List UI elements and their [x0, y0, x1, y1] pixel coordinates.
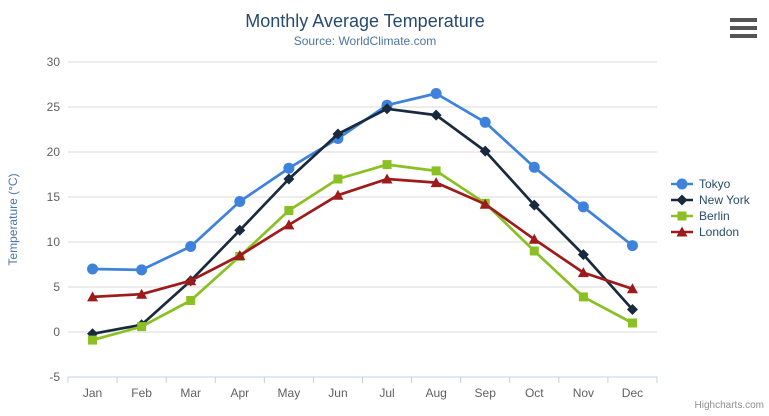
- series-point-tokyo[interactable]: [626, 240, 638, 252]
- series-point-berlin[interactable]: [88, 335, 98, 345]
- legend-label: London: [699, 225, 740, 239]
- legend-item-london[interactable]: London: [670, 224, 750, 240]
- hamburger-icon: [730, 18, 757, 22]
- chart-title: Monthly Average Temperature: [245, 11, 485, 31]
- y-axis-title: Temperature (°C): [6, 173, 20, 265]
- series-point-berlin[interactable]: [529, 246, 539, 256]
- series-line-london: [91, 177, 634, 299]
- series-point-london[interactable]: [577, 267, 589, 278]
- series-point-tokyo[interactable]: [87, 263, 99, 275]
- y-axis-label: 30: [47, 55, 61, 69]
- legend-label: Berlin: [699, 209, 730, 223]
- x-axis-label: Jan: [83, 386, 102, 400]
- series-point-new-york[interactable]: [577, 249, 589, 261]
- y-axis-label: 10: [47, 235, 61, 249]
- series-point-new-york[interactable]: [283, 173, 295, 185]
- legend-marker-diamond-icon: [671, 194, 693, 206]
- series-point-tokyo[interactable]: [136, 264, 148, 276]
- legend: Tokyo New York Berlin London: [670, 176, 750, 240]
- series-point-berlin[interactable]: [186, 296, 196, 305]
- legend-symbol-berlin: [677, 211, 687, 221]
- y-axis-label: 15: [47, 190, 61, 204]
- x-axis-label: Oct: [525, 386, 544, 400]
- series-point-london[interactable]: [332, 189, 344, 200]
- series-point-tokyo[interactable]: [577, 201, 589, 213]
- hamburger-icon: [730, 26, 757, 30]
- series-point-tokyo[interactable]: [528, 161, 540, 173]
- series-point-berlin[interactable]: [137, 322, 147, 332]
- hamburger-icon: [730, 34, 757, 38]
- series-point-new-york[interactable]: [332, 128, 344, 140]
- series-point-london[interactable]: [430, 177, 442, 188]
- series-point-berlin[interactable]: [284, 206, 294, 215]
- legend-symbol-tokyo: [676, 178, 688, 190]
- series-point-new-york[interactable]: [479, 145, 491, 157]
- series-point-new-york[interactable]: [430, 109, 442, 121]
- series-point-tokyo[interactable]: [185, 241, 197, 252]
- legend-label: New York: [699, 193, 750, 207]
- export-menu-button[interactable]: [729, 17, 759, 39]
- legend-marker-circle-icon: [671, 178, 693, 190]
- chart-subtitle: Source: WorldClimate.com: [293, 34, 437, 48]
- credits-link[interactable]: Highcharts.com: [694, 400, 764, 411]
- series-point-berlin[interactable]: [627, 318, 637, 328]
- series-point-london[interactable]: [283, 219, 295, 230]
- series-point-tokyo[interactable]: [430, 88, 442, 99]
- x-axis-label: Jun: [328, 386, 347, 400]
- x-axis-label: Nov: [573, 386, 594, 400]
- legend-item-new-york[interactable]: New York: [670, 192, 750, 208]
- x-axis-label: May: [278, 386, 301, 400]
- series-point-london[interactable]: [381, 173, 393, 184]
- series-point-london[interactable]: [626, 283, 638, 294]
- series-point-berlin[interactable]: [382, 160, 392, 170]
- series-point-london[interactable]: [479, 198, 491, 209]
- series-point-berlin[interactable]: [578, 292, 588, 302]
- series-point-new-york[interactable]: [234, 224, 246, 236]
- legend-item-tokyo[interactable]: Tokyo: [670, 176, 750, 192]
- series-line-new-york: [91, 107, 634, 336]
- y-axis-label: 20: [47, 145, 61, 159]
- legend-symbol-new-york: [676, 194, 688, 206]
- series-point-london[interactable]: [528, 233, 540, 244]
- series-line-berlin: [91, 163, 634, 342]
- series-point-berlin[interactable]: [431, 166, 441, 176]
- series-point-berlin[interactable]: [333, 174, 343, 184]
- series-point-new-york[interactable]: [626, 304, 638, 315]
- series-point-tokyo[interactable]: [234, 196, 246, 207]
- series-point-tokyo[interactable]: [479, 116, 491, 128]
- series-point-london[interactable]: [87, 291, 99, 302]
- series-point-tokyo[interactable]: [283, 162, 295, 174]
- series-point-new-york[interactable]: [381, 103, 393, 115]
- legend-symbol-london: [676, 226, 688, 237]
- y-axis-label: 0: [53, 325, 60, 339]
- x-axis-label: Mar: [180, 386, 201, 400]
- y-axis-label: 5: [53, 280, 60, 294]
- x-axis-label: Feb: [131, 386, 152, 400]
- x-axis-label: Jul: [379, 386, 394, 400]
- series-point-london[interactable]: [136, 288, 148, 299]
- legend-label: Tokyo: [699, 177, 731, 191]
- legend-item-berlin[interactable]: Berlin: [670, 208, 750, 224]
- x-axis-label: Sep: [475, 386, 497, 400]
- series-point-london[interactable]: [234, 250, 246, 260]
- series-point-new-york[interactable]: [528, 199, 540, 211]
- legend-marker-square-icon: [671, 211, 693, 221]
- x-axis-label: Apr: [230, 386, 249, 400]
- series-point-london[interactable]: [185, 275, 197, 286]
- x-axis-label: Dec: [622, 386, 643, 400]
- y-axis-label: -5: [49, 370, 60, 384]
- legend-marker-triangle-icon: [671, 226, 693, 237]
- x-axis-label: Aug: [425, 386, 446, 400]
- y-axis-label: 25: [47, 100, 61, 114]
